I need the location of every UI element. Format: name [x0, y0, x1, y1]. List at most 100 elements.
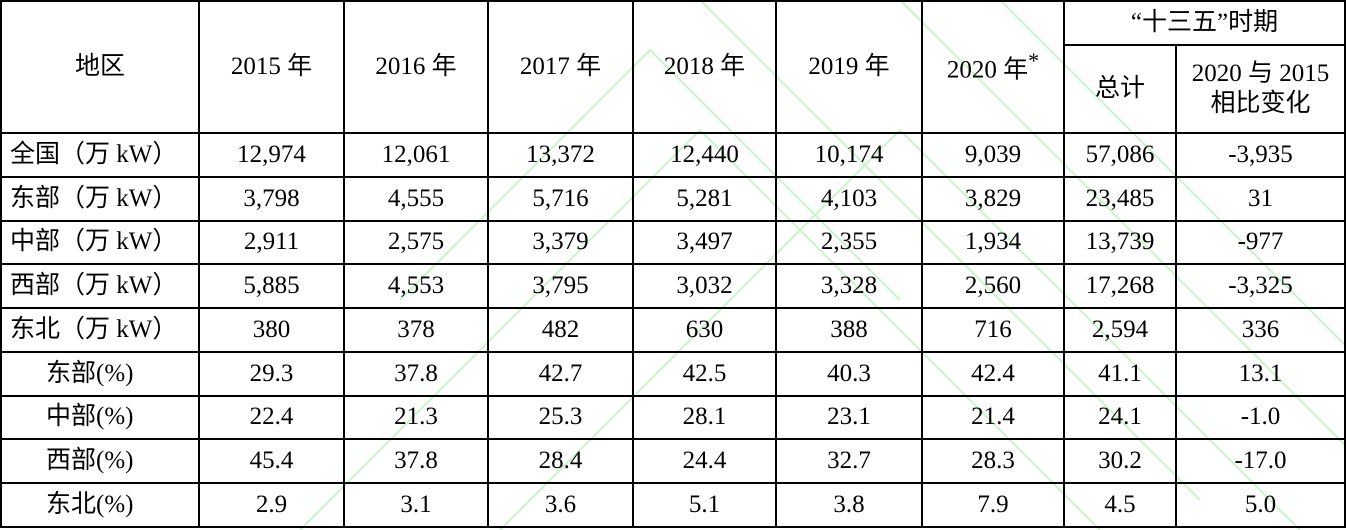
table-cell: 13,372 [487, 132, 634, 178]
table-cell: 3,497 [632, 219, 777, 266]
row-label: 西部（万 kW） [0, 263, 200, 310]
table-row: 西部（万 kW） 5,885 4,553 3,795 3,032 3,328 2,560 17… [0, 263, 1346, 310]
table-cell: 29.3 [198, 350, 345, 397]
table-cell: 5,885 [198, 263, 345, 310]
table-cell: 3.8 [775, 482, 923, 528]
table-cell: 12,061 [343, 132, 489, 178]
table-cell: 17,268 [1063, 263, 1177, 310]
table-cell: 5,716 [487, 175, 634, 222]
table-cell: 5.0 [1174, 482, 1346, 528]
table-cell: 3,829 [921, 175, 1065, 222]
table-cell: 42.7 [487, 350, 634, 397]
header-cell: “十三五”时期 [1062, 0, 1346, 46]
table-cell: 2,911 [198, 219, 345, 266]
table-cell: 3.6 [487, 482, 634, 528]
header-cell: 2020 年* [921, 0, 1065, 134]
table-cell: -17.0 [1174, 438, 1346, 485]
table-cell: 41.1 [1063, 350, 1177, 397]
header-cell: 2018 年 [632, 0, 777, 134]
header-line: 相比变化 [1210, 90, 1311, 117]
header-cell: 2015 年 [198, 0, 345, 134]
row-label: 东部（万 kW） [0, 175, 200, 222]
table-row: 中部(%) 22.4 21.3 25.3 28.1 23.1 21.4 24.1 -1.0 [0, 394, 1346, 441]
table-row: 东北（万 kW） 380 378 482 630 388 716 2,594 336 [0, 307, 1346, 353]
table-cell: 23,485 [1063, 175, 1177, 222]
table-cell: 2,594 [1063, 307, 1177, 353]
table-cell: 4.5 [1063, 482, 1177, 528]
table-row: 西部(%) 45.4 37.8 28.4 24.4 32.7 28.3 30.2 -17.0 [0, 438, 1346, 485]
table-cell: 28.3 [921, 438, 1065, 485]
table-cell: 3,798 [198, 175, 345, 222]
table-cell: 42.4 [921, 350, 1065, 397]
table-cell: 37.8 [343, 438, 489, 485]
table-cell: 1,934 [921, 219, 1065, 266]
table-cell: -1.0 [1174, 394, 1346, 441]
table-cell: 630 [632, 307, 777, 353]
table-cell: 28.4 [487, 438, 634, 485]
table-cell: 30.2 [1063, 438, 1177, 485]
table-cell: 42.5 [632, 350, 777, 397]
table-row: 东部（万 kW） 3,798 4,555 5,716 5,281 4,103 3,829 23… [0, 175, 1346, 222]
table-cell: 24.4 [632, 438, 777, 485]
table-cell: 22.4 [198, 394, 345, 441]
table-cell: 2,355 [775, 219, 923, 266]
table-cell: 4,555 [343, 175, 489, 222]
table-cell: 9,039 [921, 132, 1065, 178]
table-cell: 10,174 [775, 132, 923, 178]
row-label: 东部(%) [0, 350, 200, 397]
table-cell: 28.1 [632, 394, 777, 441]
table-row: 中部（万 kW） 2,911 2,575 3,379 3,497 2,355 1,934 13… [0, 219, 1346, 266]
table-cell: 5.1 [632, 482, 777, 528]
row-label: 中部(%) [0, 394, 200, 441]
table-cell: 23.1 [775, 394, 923, 441]
table-row: 东部(%) 29.3 37.8 42.7 42.5 40.3 42.4 41.1 13.1 [0, 350, 1346, 397]
table-cell: 4,553 [343, 263, 489, 310]
table-cell: 13,739 [1063, 219, 1177, 266]
table-cell: 40.3 [775, 350, 923, 397]
table-cell: 3,032 [632, 263, 777, 310]
table-cell: 388 [775, 307, 923, 353]
header-line: 2020 与 2015 [1191, 60, 1330, 87]
table-cell: 5,281 [632, 175, 777, 222]
table-cell: -977 [1174, 219, 1346, 266]
header-cell: 总计 [1063, 44, 1177, 134]
table-cell: 45.4 [198, 438, 345, 485]
header-cell: 2016 年 [343, 0, 489, 134]
header-cell: 2019 年 [775, 0, 923, 134]
table-cell: -3,935 [1174, 132, 1346, 178]
row-label: 中部（万 kW） [0, 219, 200, 266]
footnote-mark: * [1028, 48, 1040, 74]
row-label: 东北（万 kW） [0, 307, 200, 353]
table-cell: 3,328 [775, 263, 923, 310]
table-cell: 3.1 [343, 482, 489, 528]
table-cell: 378 [343, 307, 489, 353]
table-cell: 25.3 [487, 394, 634, 441]
table-row: 东北(%) 2.9 3.1 3.6 5.1 3.8 7.9 4.5 5.0 [0, 482, 1346, 528]
row-label: 全国（万 kW） [0, 132, 200, 178]
header-row: 地区 2015 年 2016 年 2017 年 2018 年 2019 年 2020 年* “… [0, 0, 1346, 134]
header-cell: 2020 与 2015 相比变化 [1174, 44, 1346, 134]
table-cell: 7.9 [921, 482, 1065, 528]
table-cell: 336 [1174, 307, 1346, 353]
table-cell: 37.8 [343, 350, 489, 397]
header-row: 总计 2020 与 2015 相比变化 [1, 44, 1346, 134]
row-label: 东北(%) [0, 482, 200, 528]
table-cell: 2,560 [921, 263, 1065, 310]
table-cell: 31 [1174, 175, 1346, 222]
table-cell: 21.3 [343, 394, 489, 441]
table-cell: 12,440 [632, 132, 777, 178]
table-cell: 24.1 [1063, 394, 1177, 441]
table-cell: 716 [921, 307, 1065, 353]
table-cell: 4,103 [775, 175, 923, 222]
table-cell: 3,795 [487, 263, 634, 310]
table-cell: 57,086 [1063, 132, 1177, 178]
table-cell: 380 [198, 307, 345, 353]
table-cell: -3,325 [1174, 263, 1346, 310]
table-cell: 2,575 [343, 219, 489, 266]
header-cell: 地区 [0, 0, 200, 134]
table-row: 全国（万 kW） 12,974 12,061 13,372 12,440 10,174 9,… [0, 132, 1346, 178]
table-cell: 3,379 [487, 219, 634, 266]
table-cell: 482 [487, 307, 634, 353]
